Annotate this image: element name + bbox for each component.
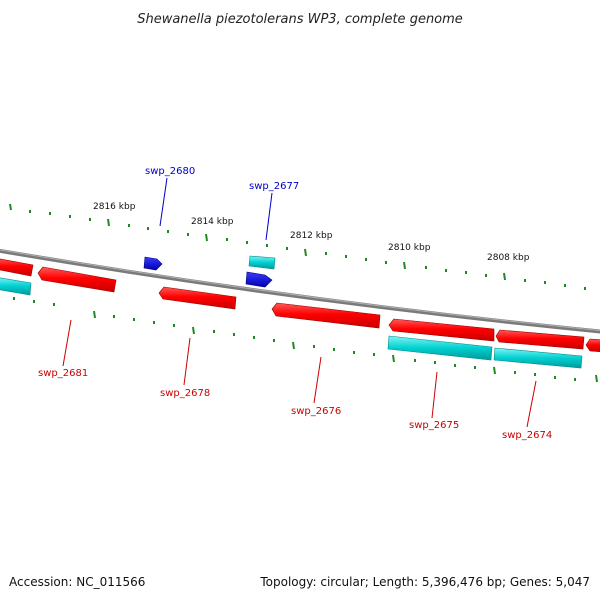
genome-backbone [0, 248, 600, 334]
tick-minor [167, 230, 169, 233]
tick-minor [89, 218, 91, 221]
tick-minor [485, 274, 487, 277]
tick-major [392, 354, 395, 363]
gene-forward-rna[interactable] [245, 271, 273, 288]
label-swp_2681[interactable]: swp_2681 [38, 368, 88, 379]
scale-label-2814: 2814 kbp [191, 217, 234, 227]
tick-minor [128, 224, 130, 227]
scale-label-2812: 2812 kbp [290, 231, 333, 241]
tick-major [503, 272, 506, 281]
tick-minor [325, 252, 327, 255]
label-swp_2676[interactable]: swp_2676 [291, 406, 341, 417]
tick-minor [425, 266, 427, 269]
tick-major [493, 366, 496, 375]
tick-minor [574, 378, 576, 381]
tick-minor [445, 269, 447, 272]
tick-minor [153, 321, 155, 324]
tick-major [9, 203, 12, 211]
gene-cyan-1[interactable] [387, 335, 493, 361]
scale-label-2810: 2810 kbp [388, 243, 431, 253]
tick-minor [33, 300, 35, 303]
inner-tick-row [13, 297, 598, 383]
tick-minor [133, 318, 135, 321]
tick-minor [584, 287, 586, 290]
tick-minor [465, 271, 467, 274]
tick-minor [49, 212, 51, 215]
gene-swp_2681[interactable] [37, 266, 117, 293]
leader-swp_2674 [526, 380, 537, 428]
leader-swp_2677 [265, 192, 273, 241]
tick-minor [365, 258, 367, 261]
gene-cyan-2[interactable] [493, 347, 583, 369]
tick-minor [187, 233, 189, 236]
leader-swp_2676 [313, 356, 322, 404]
gene-cyan-left[interactable] [0, 277, 32, 296]
tick-minor [373, 353, 375, 356]
gene-swp_2676[interactable] [271, 302, 381, 329]
label-swp_2678[interactable]: swp_2678 [160, 388, 210, 399]
tick-minor [53, 303, 55, 306]
tick-minor [454, 364, 456, 367]
tick-minor [534, 373, 536, 376]
tick-minor [414, 359, 416, 362]
tick-major [403, 261, 406, 270]
scale-label-2816: 2816 kbp [93, 202, 136, 212]
tick-minor [113, 315, 115, 318]
tick-major [292, 341, 295, 350]
tick-minor [544, 281, 546, 284]
tick-minor [226, 238, 228, 241]
leader-swp_2675 [431, 371, 438, 419]
tick-minor [147, 227, 149, 230]
map-title: Shewanella piezotolerans WP3, complete g… [137, 12, 463, 27]
scale-label-2808: 2808 kbp [487, 253, 530, 263]
tick-minor [213, 330, 215, 333]
label-swp_2675[interactable]: swp_2675 [409, 420, 459, 431]
genome-summary-text: Topology: circular; Length: 5,396,476 bp… [259, 575, 590, 589]
gene-swp_2677[interactable] [248, 255, 276, 270]
leader-swp_2678 [183, 337, 191, 386]
tick-minor [434, 361, 436, 364]
tick-minor [233, 333, 235, 336]
tick-major [93, 310, 96, 319]
tick-minor [385, 261, 387, 264]
tick-minor [13, 297, 15, 300]
tick-minor [173, 324, 175, 327]
label-swp_2677[interactable]: swp_2677 [249, 181, 299, 192]
accession-text: Accession: NC_011566 [9, 575, 145, 589]
tick-minor [286, 247, 288, 250]
tick-major [192, 326, 195, 335]
tick-major [205, 233, 208, 242]
leader-swp_2680 [159, 177, 168, 227]
tick-major [107, 218, 110, 227]
gene-right-edge[interactable] [585, 338, 600, 352]
tick-minor [273, 339, 275, 342]
gene-swp_2675[interactable] [388, 318, 495, 342]
gene-swp_2680[interactable] [143, 256, 163, 271]
tick-minor [524, 279, 526, 282]
tick-minor [514, 371, 516, 374]
leader-swp_2681 [62, 319, 72, 367]
outer-tick-row [9, 203, 586, 290]
label-swp_2674[interactable]: swp_2674 [502, 430, 552, 441]
genome-backbone-highlight [0, 249, 600, 332]
gene-swp_2678[interactable] [158, 286, 237, 310]
tick-minor [266, 244, 268, 247]
gene-swp_2674[interactable] [495, 329, 585, 350]
tick-minor [253, 336, 255, 339]
tick-minor [69, 215, 71, 218]
tick-major [595, 374, 598, 383]
tick-minor [474, 366, 476, 369]
tick-minor [353, 351, 355, 354]
tick-minor [29, 210, 31, 213]
gene-left-edge[interactable] [0, 258, 34, 277]
tick-major [304, 248, 307, 257]
tick-minor [345, 255, 347, 258]
tick-minor [333, 348, 335, 351]
tick-minor [564, 284, 566, 287]
label-swp_2680[interactable]: swp_2680 [145, 166, 195, 177]
tick-minor [313, 345, 315, 348]
tick-minor [554, 376, 556, 379]
tick-minor [246, 241, 248, 244]
